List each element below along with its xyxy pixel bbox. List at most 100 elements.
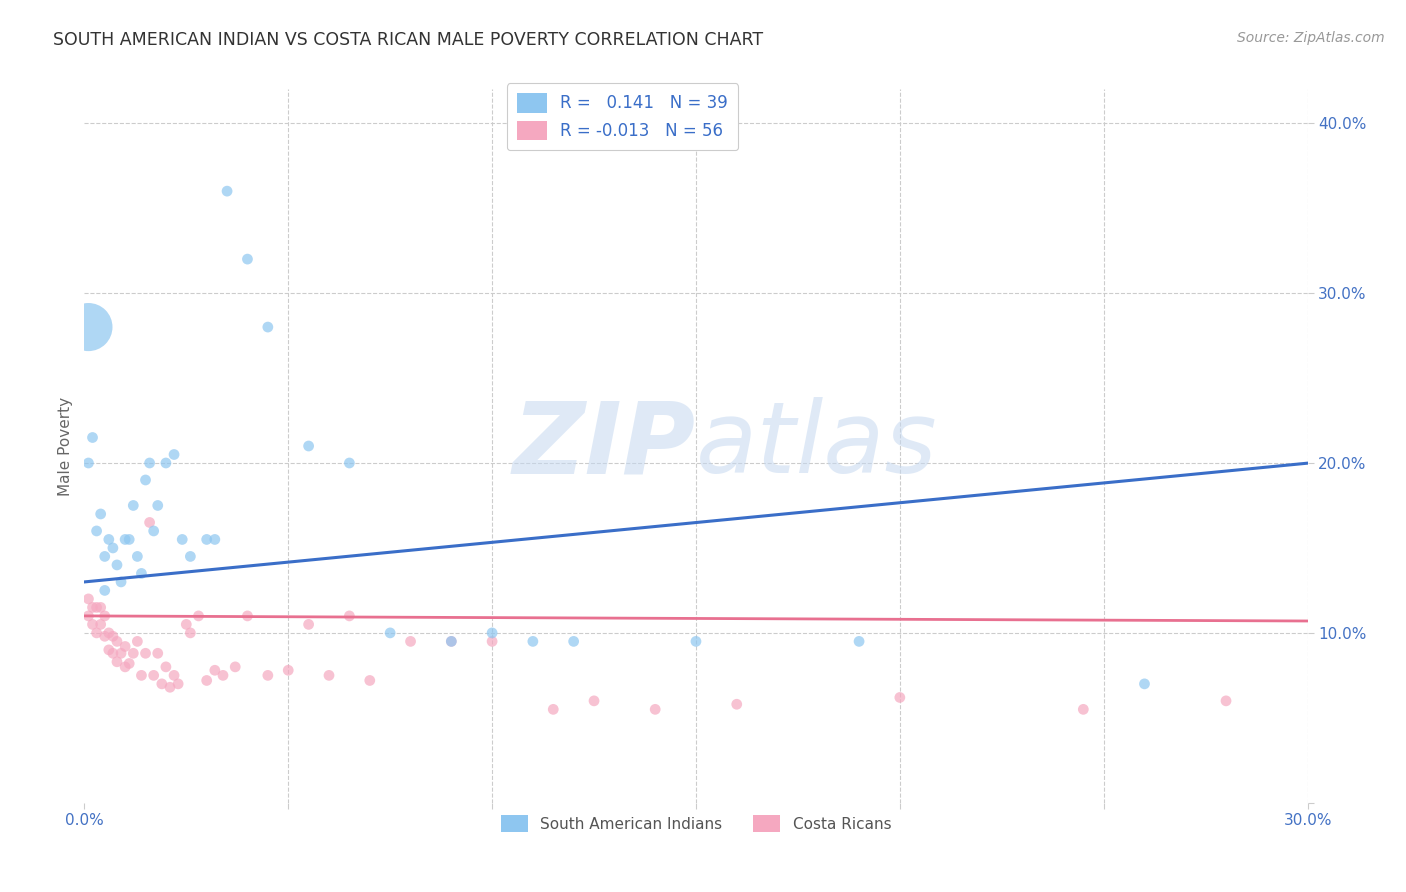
Point <box>122 646 145 660</box>
Point <box>159 680 181 694</box>
Y-axis label: Male Poverty: Male Poverty <box>58 396 73 496</box>
Point <box>481 626 503 640</box>
Point <box>179 549 201 564</box>
Point <box>97 533 120 547</box>
Point <box>90 600 112 615</box>
Point <box>131 566 153 581</box>
Point <box>848 634 870 648</box>
Point <box>298 439 321 453</box>
Point <box>155 456 177 470</box>
Point <box>195 533 218 547</box>
Point <box>257 320 280 334</box>
Point <box>122 499 145 513</box>
Point <box>77 608 100 623</box>
Point <box>105 655 128 669</box>
Point <box>583 694 606 708</box>
Point <box>339 456 361 470</box>
Point <box>172 533 194 547</box>
Point <box>440 634 463 648</box>
Text: SOUTH AMERICAN INDIAN VS COSTA RICAN MALE POVERTY CORRELATION CHART: SOUTH AMERICAN INDIAN VS COSTA RICAN MAL… <box>53 31 763 49</box>
Point <box>101 629 124 643</box>
Point <box>131 668 153 682</box>
Point <box>77 591 100 606</box>
Point <box>1215 694 1237 708</box>
Point <box>86 626 108 640</box>
Point <box>224 660 246 674</box>
Point <box>127 634 149 648</box>
Point <box>339 608 361 623</box>
Point <box>105 634 128 648</box>
Point <box>236 608 259 623</box>
Point <box>146 499 169 513</box>
Point <box>380 626 402 640</box>
Point <box>114 660 136 674</box>
Point <box>82 430 104 444</box>
Point <box>174 617 197 632</box>
Point <box>204 533 226 547</box>
Point <box>138 456 160 470</box>
Point <box>114 533 136 547</box>
Point <box>179 626 201 640</box>
Point <box>163 448 186 462</box>
Text: ZIP: ZIP <box>513 398 696 494</box>
Point <box>90 507 112 521</box>
Point <box>93 608 115 623</box>
Point <box>118 533 141 547</box>
Point <box>93 549 115 564</box>
Point <box>135 473 157 487</box>
Point <box>93 583 115 598</box>
Point <box>82 600 104 615</box>
Point <box>195 673 218 688</box>
Point <box>77 456 100 470</box>
Point <box>150 677 173 691</box>
Point <box>135 646 157 660</box>
Point <box>1133 677 1156 691</box>
Point <box>155 660 177 674</box>
Point <box>82 617 104 632</box>
Legend: South American Indians, Costa Ricans: South American Indians, Costa Ricans <box>492 805 900 841</box>
Point <box>97 626 120 640</box>
Point <box>204 663 226 677</box>
Point <box>105 558 128 572</box>
Point <box>562 634 585 648</box>
Point <box>236 252 259 266</box>
Point <box>77 320 100 334</box>
Point <box>685 634 707 648</box>
Point <box>163 668 186 682</box>
Point <box>399 634 422 648</box>
Point <box>889 690 911 705</box>
Point <box>187 608 209 623</box>
Text: Source: ZipAtlas.com: Source: ZipAtlas.com <box>1237 31 1385 45</box>
Point <box>146 646 169 660</box>
Point <box>127 549 149 564</box>
Point <box>257 668 280 682</box>
Point <box>318 668 340 682</box>
Point <box>110 646 132 660</box>
Point <box>217 184 239 198</box>
Point <box>114 640 136 654</box>
Point <box>725 698 748 712</box>
Point <box>298 617 321 632</box>
Point <box>522 634 544 648</box>
Text: atlas: atlas <box>696 398 938 494</box>
Point <box>93 629 115 643</box>
Point <box>440 634 463 648</box>
Point <box>543 702 565 716</box>
Point <box>359 673 381 688</box>
Point <box>212 668 235 682</box>
Point <box>142 524 165 538</box>
Point <box>277 663 299 677</box>
Point <box>481 634 503 648</box>
Point <box>644 702 666 716</box>
Point <box>118 657 141 671</box>
Point <box>167 677 190 691</box>
Point <box>86 524 108 538</box>
Point <box>110 574 132 589</box>
Point <box>142 668 165 682</box>
Point <box>101 541 124 555</box>
Point <box>101 646 124 660</box>
Point <box>138 516 160 530</box>
Point <box>86 600 108 615</box>
Point <box>90 617 112 632</box>
Point <box>97 643 120 657</box>
